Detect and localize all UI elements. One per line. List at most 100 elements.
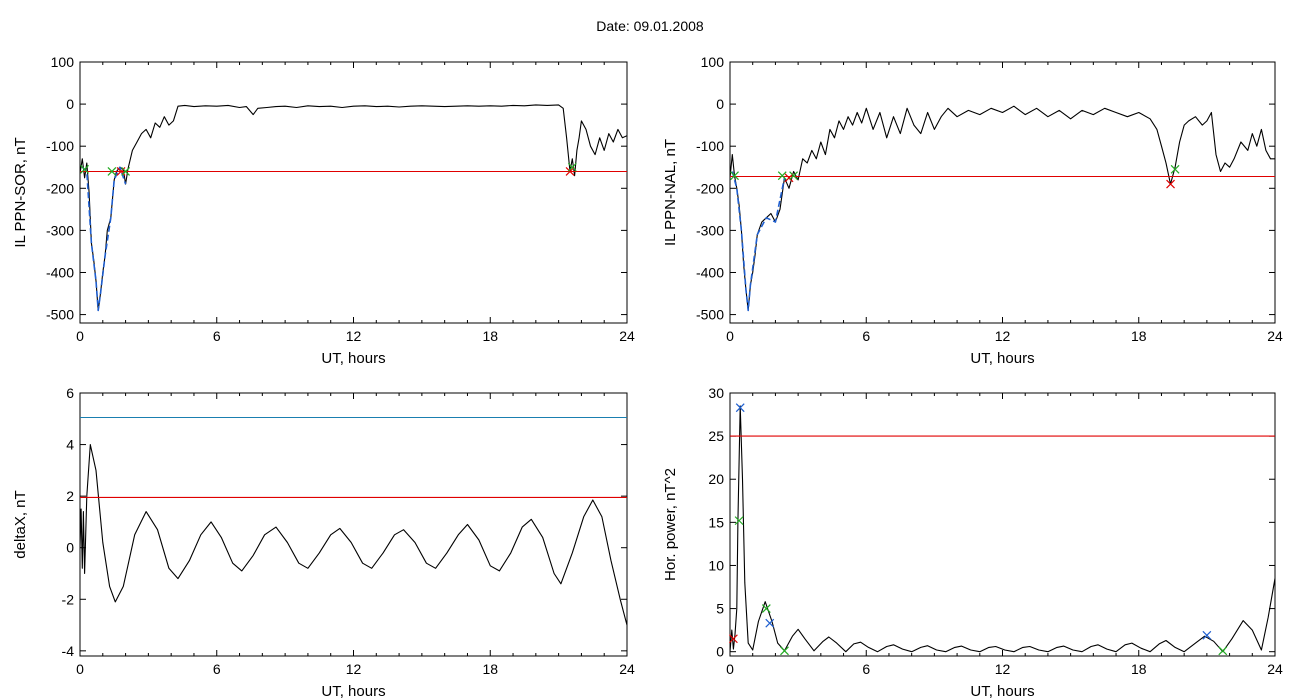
x-marker: [1166, 179, 1175, 189]
y-axis-label: deltaX, nT: [12, 490, 29, 558]
x-marker: [1218, 646, 1228, 656]
x-marker: [777, 171, 787, 181]
x-marker: [784, 173, 794, 183]
x-tick-label: 6: [213, 328, 221, 344]
x-marker-stroke: [80, 164, 89, 174]
x-tick-label: 18: [1131, 661, 1147, 677]
y-axis-label: IL PPN-NAL, nT: [662, 139, 679, 246]
y-tick-label: -300: [46, 222, 74, 238]
y-tick-label: 4: [66, 437, 74, 453]
x-marker: [730, 171, 739, 181]
y-tick-label: -400: [696, 264, 724, 280]
y-tick-label: -500: [46, 307, 74, 323]
x-tick-label: 6: [862, 661, 870, 677]
x-marker: [1202, 630, 1212, 640]
x-tick-label: 0: [726, 328, 734, 344]
series-line-1: [730, 405, 1275, 653]
x-marker: [734, 516, 744, 526]
x-marker-stroke: [777, 171, 787, 181]
x-tick-label: 0: [76, 661, 84, 677]
x-tick-label: 6: [862, 328, 870, 344]
y-tick-label: 5: [716, 601, 724, 617]
y-tick-label: 0: [716, 96, 724, 112]
plot-area: [80, 416, 627, 626]
x-tick-label: 18: [482, 328, 498, 344]
y-tick-label: 10: [708, 557, 724, 573]
y-tick-label: 6: [66, 385, 74, 401]
chart-panel-3: 0 6 12 18 24 6 4 2 0 -2 -4 UT, hours deltaX, nT: [12, 385, 635, 700]
x-tick-label: 18: [482, 661, 498, 677]
chart-panel-2: 0 6 12 18 24 100 0 -100 -200 -300 -400 -500 UT, hour…: [662, 54, 1283, 367]
plot-frame: [729, 61, 1276, 324]
x-marker: [765, 618, 775, 628]
series-line-2: [731, 171, 786, 312]
y-tick-label: 0: [66, 540, 74, 556]
plot-frame: [79, 392, 628, 657]
x-tick-label: 24: [619, 661, 635, 677]
y-tick-label: 100: [51, 54, 75, 70]
x-marker: [735, 403, 745, 413]
x-marker: [107, 167, 117, 176]
x-marker: [728, 634, 738, 644]
y-tick-label: -200: [46, 180, 74, 196]
x-marker: [1170, 164, 1180, 174]
series-line-1: [80, 104, 627, 311]
series-line-2: [81, 166, 127, 312]
series-line-1: [730, 105, 1275, 311]
y-tick-label: 2: [66, 488, 74, 504]
x-tick-label: 12: [995, 328, 1011, 344]
x-tick-label: 24: [1267, 661, 1283, 677]
plot-area: [730, 105, 1275, 312]
y-tick-label: 0: [716, 644, 724, 660]
x-marker-stroke: [765, 618, 775, 628]
x-tick-label: 18: [1131, 328, 1147, 344]
y-tick-label: -4: [62, 643, 75, 659]
x-marker: [121, 167, 131, 176]
x-marker-stroke: [1166, 179, 1175, 189]
plot-frame: [729, 392, 1276, 657]
x-marker-stroke: [1218, 646, 1228, 656]
x-tick-label: 24: [619, 328, 635, 344]
x-tick-label: 12: [346, 328, 362, 344]
x-marker-stroke: [565, 167, 575, 176]
series-line-1: [80, 444, 627, 626]
x-tick-label: 12: [346, 661, 362, 677]
page-title: Date: 09.01.2008: [596, 18, 704, 34]
chart-panel-1: 0 6 12 18 24 100 0 -100 -200 -300 -400 -500 UT, hour…: [12, 54, 635, 367]
x-marker-stroke: [784, 173, 794, 183]
x-tick-label: 0: [76, 328, 84, 344]
y-tick-label: 100: [701, 54, 725, 70]
x-marker: [565, 167, 575, 176]
y-tick-label: -500: [696, 307, 724, 323]
plot-area: [730, 405, 1275, 653]
y-tick-label: -300: [696, 222, 724, 238]
x-marker: [761, 604, 771, 613]
y-axis-label: Hor. power, nT^2: [662, 468, 679, 581]
x-axis-label: UT, hours: [970, 683, 1034, 700]
x-marker-stroke: [107, 167, 117, 176]
x-marker-stroke: [734, 516, 744, 526]
x-marker: [780, 646, 789, 656]
x-marker-stroke: [735, 403, 745, 413]
x-marker-stroke: [780, 646, 789, 656]
x-marker: [80, 164, 89, 174]
x-marker-stroke: [567, 162, 577, 172]
y-tick-label: -100: [46, 138, 74, 154]
x-marker: [567, 162, 577, 172]
x-axis-label: UT, hours: [321, 683, 385, 700]
y-tick-label: 0: [66, 96, 74, 112]
x-tick-label: 6: [213, 661, 221, 677]
x-marker-stroke: [1202, 630, 1212, 640]
x-tick-label: 24: [1267, 328, 1283, 344]
y-tick-label: -200: [696, 180, 724, 196]
y-tick-label: 15: [708, 514, 724, 530]
y-tick-label: -400: [46, 264, 74, 280]
x-marker-stroke: [728, 634, 738, 644]
y-tick-label: -2: [62, 591, 75, 607]
x-axis-label: UT, hours: [321, 350, 385, 367]
y-tick-label: 25: [708, 428, 724, 444]
x-marker-stroke: [761, 604, 771, 613]
y-axis-label: IL PPN-SOR, nT: [12, 137, 29, 247]
y-tick-label: -100: [696, 138, 724, 154]
